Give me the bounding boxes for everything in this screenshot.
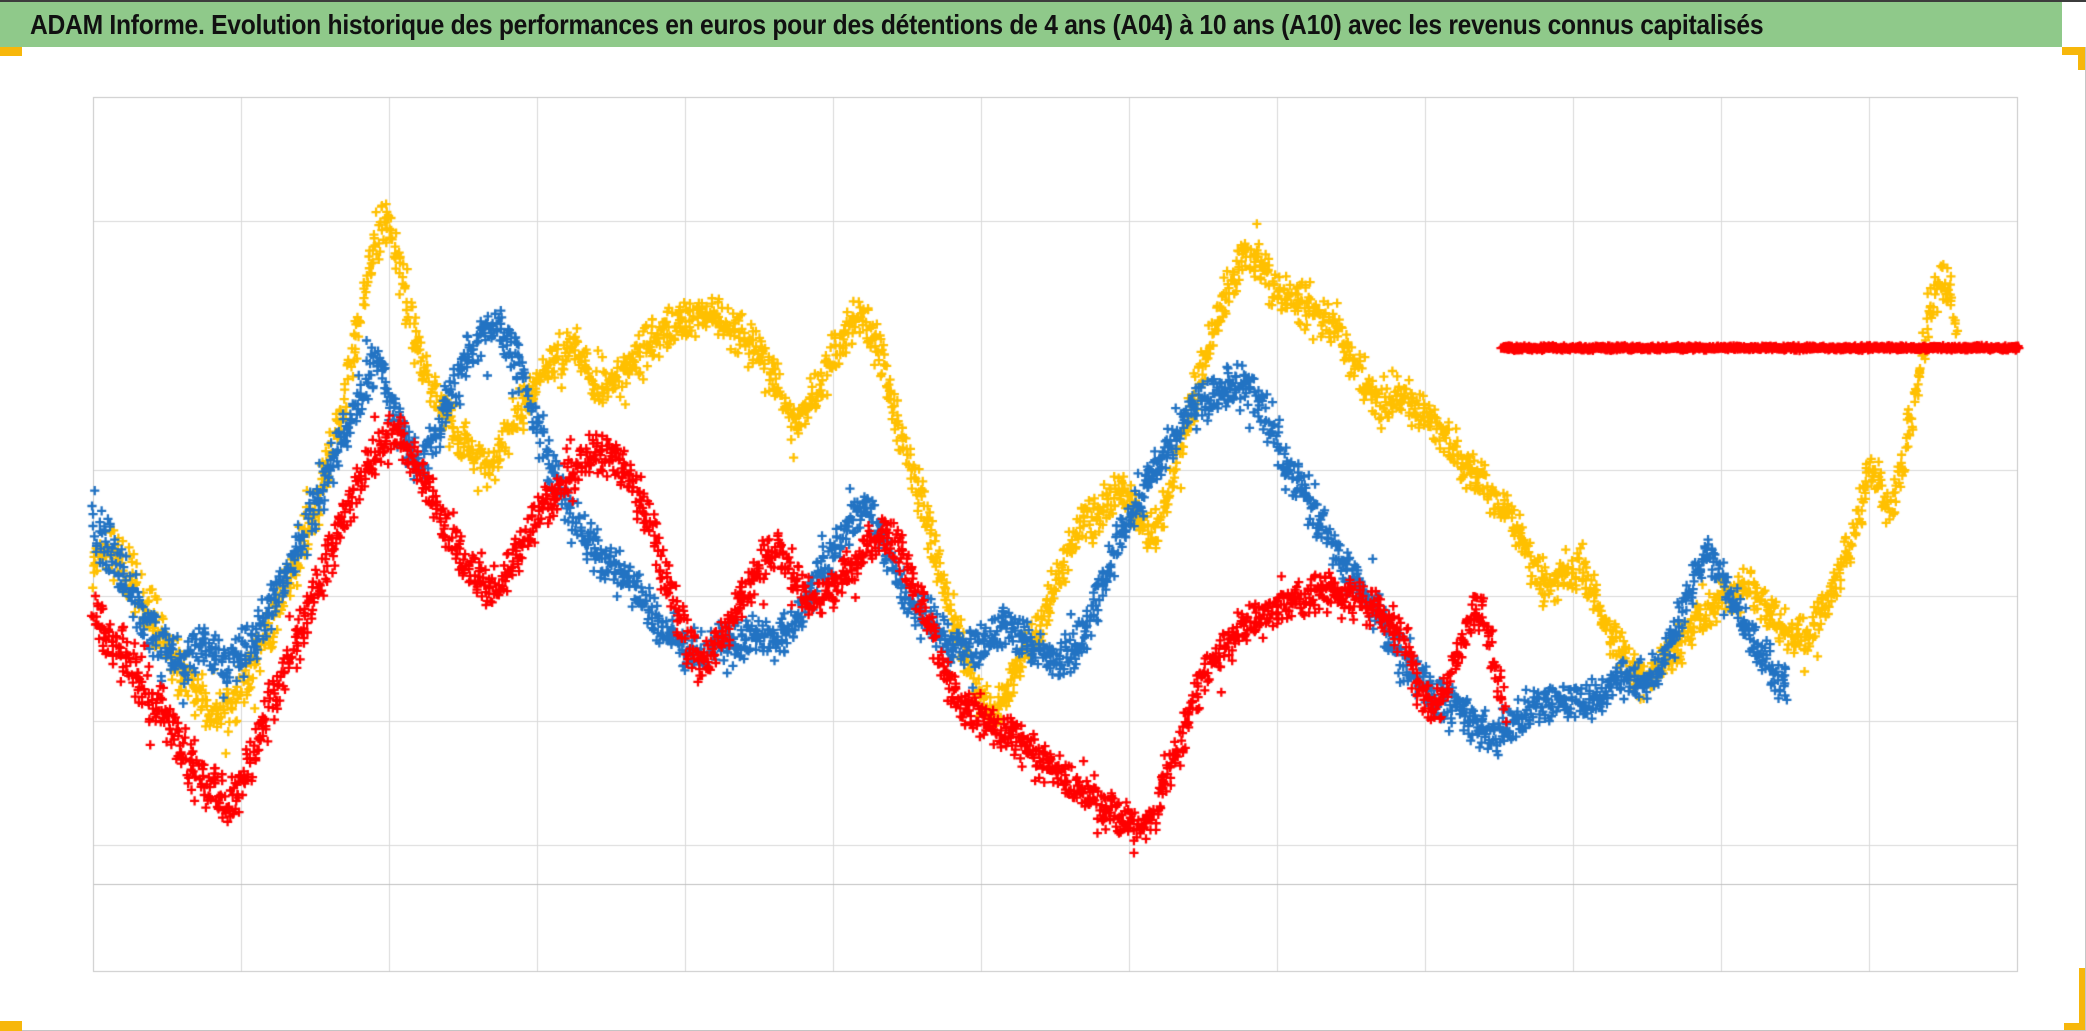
sheet-accent-bottom-left — [0, 1021, 22, 1031]
sheet-accent-top-right-horizontal — [2062, 47, 2086, 55]
sheet-accent-bottom-right-horizontal — [2064, 1023, 2086, 1031]
sheet-accent-top-right-vertical — [2078, 47, 2086, 70]
sheet-accent-bottom-right-vertical — [2079, 968, 2086, 1031]
sheet-accent-top-left — [0, 47, 22, 56]
